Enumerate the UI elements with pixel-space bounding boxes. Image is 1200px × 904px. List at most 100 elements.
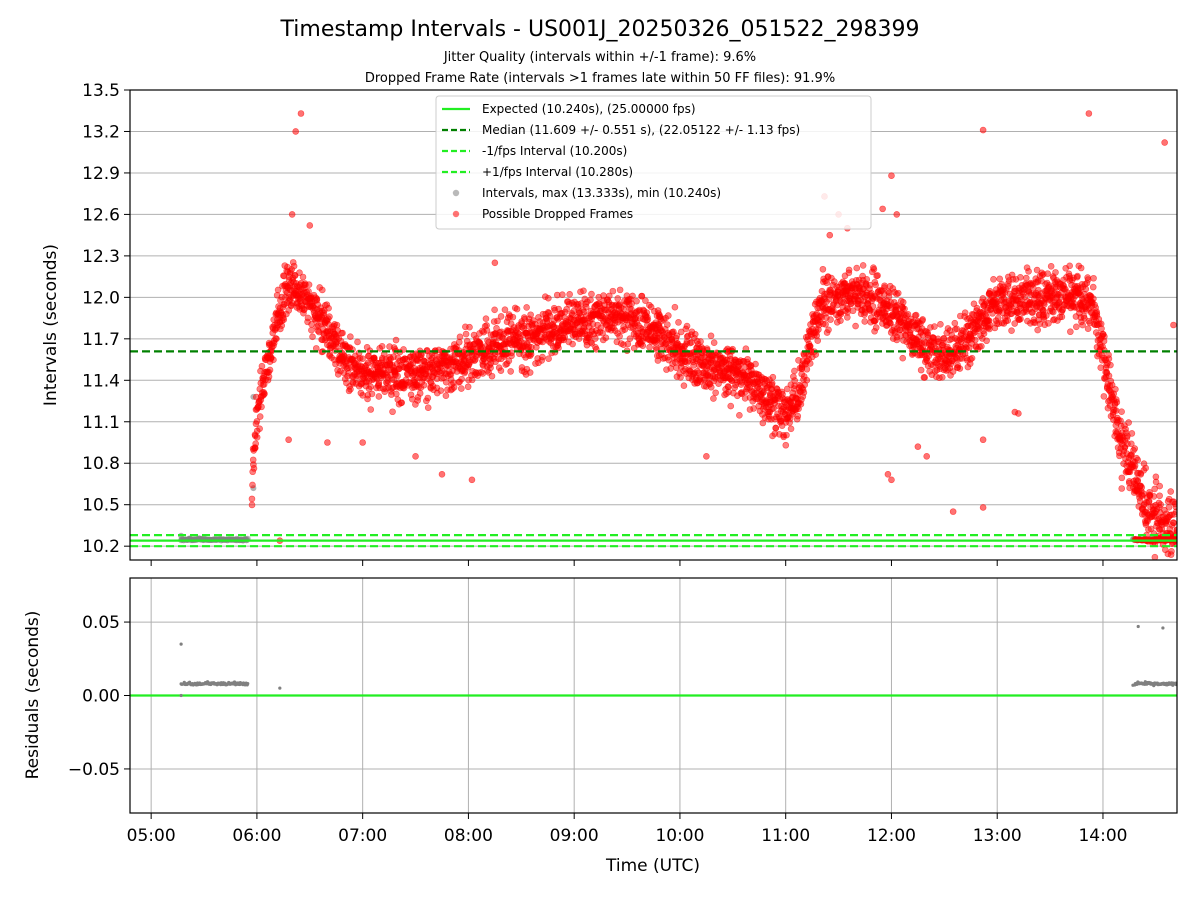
dropped-frame-point bbox=[523, 304, 530, 311]
dropped-frame-point bbox=[1067, 328, 1074, 336]
dropped-frame-point bbox=[367, 383, 374, 390]
dropped-frame-point bbox=[994, 314, 1002, 322]
residual-point bbox=[278, 686, 282, 690]
dropped-frame-point bbox=[602, 334, 610, 342]
dropped-frame-point bbox=[367, 406, 375, 413]
dropped-frame-point bbox=[258, 362, 266, 370]
dropped-frame-point bbox=[464, 383, 472, 391]
dropped-frame-point bbox=[1025, 268, 1032, 275]
dropped-frame-point bbox=[591, 335, 599, 342]
dropped-frame-point bbox=[354, 338, 361, 346]
dropped-frame-point bbox=[509, 313, 517, 321]
dropped-frame-point bbox=[1022, 274, 1030, 282]
dropped-frame-point bbox=[1093, 310, 1101, 317]
dropped-frame-point bbox=[1131, 462, 1139, 469]
intervals-panel: 10.2 10.5 10.8 11.1 11.4 11.7 12.0 12.3 12.6 12.9… bbox=[82, 81, 1178, 566]
dropped-frame-point bbox=[1004, 317, 1012, 324]
dropped-frame-point bbox=[1170, 321, 1177, 329]
dropped-frame-point bbox=[899, 298, 907, 306]
dropped-frame-point bbox=[296, 269, 303, 276]
dropped-frame-point bbox=[559, 291, 566, 298]
dropped-frame-point bbox=[893, 211, 901, 218]
dropped-frame-point bbox=[561, 333, 569, 341]
dropped-frame-point bbox=[978, 342, 985, 350]
dropped-frame-point bbox=[1058, 313, 1066, 321]
dropped-frame-point bbox=[1066, 262, 1073, 270]
dropped-frame-point bbox=[339, 329, 346, 337]
dropped-frame-point bbox=[266, 366, 274, 374]
dropped-frame-point bbox=[392, 336, 400, 344]
dropped-frame-point bbox=[258, 403, 265, 411]
dropped-frame-point bbox=[827, 316, 834, 323]
dropped-frame-point bbox=[644, 316, 652, 323]
residual-point bbox=[1131, 683, 1135, 687]
dropped-frame-point bbox=[400, 346, 407, 353]
dropped-frame-point bbox=[442, 392, 450, 400]
dropped-frame-point bbox=[491, 306, 498, 314]
dropped-frame-point bbox=[961, 309, 969, 317]
dropped-frame-point bbox=[914, 443, 922, 450]
dropped-frame-point bbox=[664, 321, 671, 328]
dropped-frame-point bbox=[456, 333, 464, 341]
dropped-frame-point bbox=[253, 418, 261, 425]
dropped-frame-point bbox=[727, 402, 735, 410]
dropped-frame-point bbox=[710, 395, 717, 402]
dropped-frame-point bbox=[614, 295, 622, 302]
dropped-frame-point bbox=[252, 440, 259, 447]
dropped-frame-point bbox=[555, 344, 562, 352]
dropped-frame-point bbox=[803, 376, 811, 384]
dropped-frame-point bbox=[280, 316, 288, 323]
intervals-y-tick-label: 12.6 bbox=[82, 205, 120, 225]
dropped-frame-point bbox=[677, 374, 684, 381]
residuals-y-tick-label: 0.00 bbox=[82, 687, 120, 707]
dropped-frame-point bbox=[394, 372, 401, 380]
dropped-frame-point bbox=[468, 476, 476, 484]
dropped-frame-point bbox=[249, 481, 256, 489]
dropped-frame-point bbox=[482, 315, 490, 322]
dropped-frame-point bbox=[1077, 264, 1085, 272]
dropped-frame-point bbox=[1142, 464, 1149, 472]
dropped-frame-point bbox=[420, 381, 428, 389]
dropped-frame-point bbox=[1145, 497, 1153, 505]
dropped-frame-point bbox=[791, 377, 798, 384]
dropped-frame-point bbox=[458, 385, 465, 392]
dropped-frame-point bbox=[1017, 315, 1024, 323]
dropped-frame-point bbox=[333, 321, 341, 329]
dropped-frame-point bbox=[270, 356, 277, 364]
dropped-frame-point bbox=[951, 319, 959, 327]
dropped-frame-point bbox=[507, 368, 514, 375]
intervals-y-tick-label: 11.1 bbox=[82, 413, 120, 433]
dropped-frame-point bbox=[1101, 333, 1108, 340]
dropped-frame-point bbox=[416, 390, 424, 397]
dropped-frame-point bbox=[917, 366, 925, 374]
legend-entry-label: Intervals, max (13.333s), min (10.240s) bbox=[482, 186, 721, 200]
dropped-frame-point bbox=[912, 311, 920, 319]
dropped-frame-point bbox=[494, 317, 501, 325]
dropped-frame-point bbox=[879, 205, 886, 213]
dropped-frame-point bbox=[1084, 276, 1092, 283]
dropped-frame-point bbox=[326, 313, 333, 320]
dropped-frame-point bbox=[1125, 419, 1132, 426]
dropped-frame-point bbox=[707, 383, 715, 391]
dropped-frame-point bbox=[368, 390, 376, 398]
dropped-frame-point bbox=[814, 337, 822, 344]
dropped-frame-point bbox=[629, 292, 636, 300]
intervals-y-tick-label: 13.5 bbox=[82, 81, 120, 101]
dropped-frame-point bbox=[899, 354, 907, 362]
dropped-frame-point bbox=[288, 211, 296, 218]
dropped-frame-point bbox=[1034, 326, 1041, 334]
dropped-frame-point bbox=[1079, 321, 1086, 329]
dropped-frame-point bbox=[389, 408, 396, 416]
dropped-frame-point bbox=[1085, 110, 1093, 117]
legend-entry-label: Median (11.609 +/- 0.551 s), (22.05122 +… bbox=[482, 123, 800, 137]
dropped-frame-point bbox=[859, 262, 867, 269]
residuals-y-tick-label: 0.05 bbox=[82, 613, 120, 633]
dropped-frame-point bbox=[285, 436, 292, 444]
dropped-frame-point bbox=[923, 453, 931, 460]
dropped-frame-point bbox=[1118, 485, 1126, 492]
legend-entry-label: -1/fps Interval (10.200s) bbox=[482, 144, 627, 158]
dropped-frame-point bbox=[491, 259, 499, 267]
legend-entry-label: Possible Dropped Frames bbox=[482, 207, 633, 221]
dropped-frame-point bbox=[588, 290, 595, 298]
